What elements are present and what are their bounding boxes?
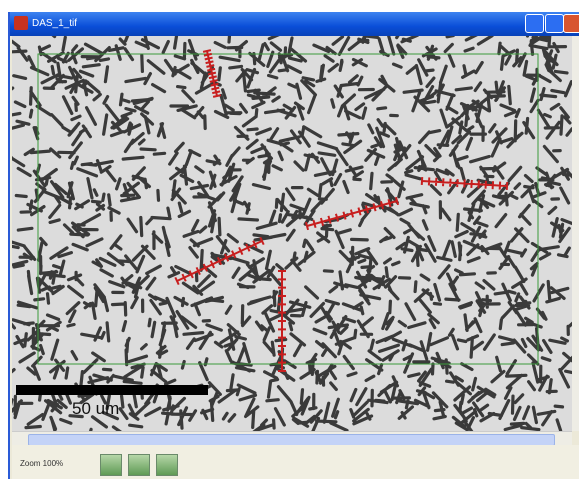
measure-line — [278, 270, 286, 372]
measure-line — [420, 176, 509, 191]
tool-button[interactable] — [156, 454, 178, 476]
measure-line — [174, 236, 265, 286]
title-bar: DAS_1_tif — [10, 12, 579, 36]
measure-lines — [174, 49, 509, 372]
window-title: DAS_1_tif — [32, 18, 78, 29]
scale-bar — [16, 385, 208, 395]
roi-rectangle — [37, 53, 539, 365]
close-button[interactable] — [563, 14, 579, 33]
status-bar: Zoom 100% — [12, 445, 579, 479]
measure-line — [202, 49, 222, 98]
dendrite-strokes — [12, 36, 572, 431]
maximize-button[interactable] — [545, 14, 564, 33]
minimize-button[interactable] — [525, 14, 544, 33]
tool-button[interactable] — [128, 454, 150, 476]
horizontal-scrollbar[interactable] — [12, 431, 572, 446]
window: DAS_1_tif 50 um Zoom 100% — [8, 12, 579, 479]
scale-bar-label: 50 um — [72, 399, 119, 418]
measure-line — [304, 196, 400, 231]
zoom-label: Zoom 100% — [20, 459, 64, 468]
vertical-scrollbar[interactable] — [572, 36, 579, 431]
app-icon — [14, 16, 28, 30]
dendrite-texture — [12, 36, 572, 431]
micrograph: 50 um — [12, 36, 572, 431]
tool-button[interactable] — [100, 454, 122, 476]
